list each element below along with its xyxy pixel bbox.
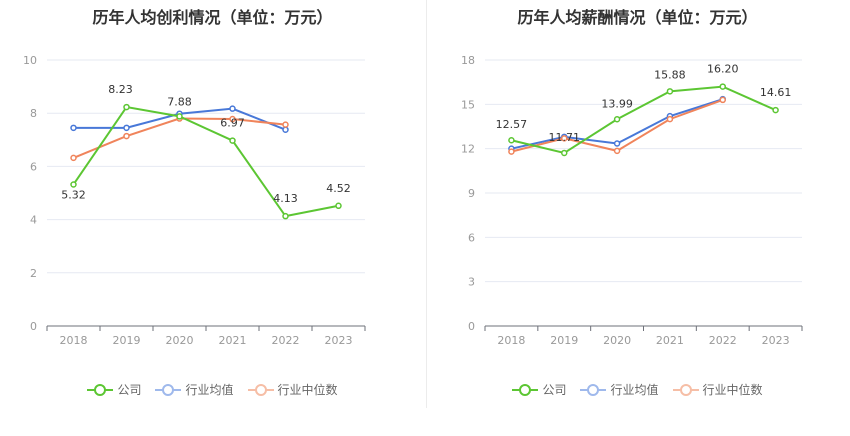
- data-label-company: 6.97: [220, 117, 245, 130]
- data-point-industry-median[interactable]: [123, 132, 130, 140]
- series-line-company: [72, 105, 339, 218]
- legend-label: 行业均值: [610, 383, 659, 397]
- x-tick-label: 2019: [550, 334, 578, 347]
- legend-item-company[interactable]: 公司: [512, 381, 566, 398]
- y-tick-label: 8: [30, 107, 37, 120]
- legend-marker-company-icon: [87, 383, 114, 397]
- data-point-industry-avg[interactable]: [70, 124, 77, 132]
- y-tick-label: 3: [468, 276, 475, 289]
- y-tick-label: 10: [23, 54, 37, 67]
- series-line-company: [511, 85, 776, 155]
- data-point-industry-median[interactable]: [613, 147, 621, 155]
- x-tick-label: 2023: [762, 334, 790, 347]
- data-point-industry-avg[interactable]: [123, 124, 130, 132]
- y-tick-label: 6: [468, 231, 475, 244]
- legend-item-industry-avg[interactable]: 行业均值: [155, 381, 234, 398]
- data-point-industry-median[interactable]: [508, 148, 515, 155]
- data-point-company[interactable]: [335, 202, 342, 210]
- data-point-company[interactable]: [282, 212, 289, 220]
- x-tick-label: 2018: [497, 334, 525, 347]
- y-tick-label: 2: [30, 267, 37, 280]
- y-tick-label: 0: [468, 320, 475, 333]
- data-label-company: 4.52: [326, 182, 351, 195]
- x-tick-label: 2022: [272, 334, 300, 347]
- data-label-company: 5.32: [61, 188, 86, 201]
- x-tick-label: 2018: [60, 334, 88, 347]
- profit-chart-panel: 历年人均创利情况（单位：万元） 0 2 4 6 8 10 2018 2019 2020 2021 2…: [0, 8, 425, 398]
- data-point-company[interactable]: [561, 149, 568, 157]
- profit-chart-svg: 0 2 4 6 8 10 2018 2019 2020 2021 2022 2023 5.32 8.23 7…: [23, 54, 366, 347]
- salary-chart-panel: 历年人均薪酬情况（单位：万元） 0 3 6 9 12 15 18 2018 2019 2020 20…: [425, 0, 850, 436]
- legend-label: 行业中位数: [277, 383, 338, 397]
- chart-legend: 公司 行业均值 行业中位数: [425, 381, 850, 398]
- legend-marker-company-icon: [512, 383, 539, 397]
- legend-item-industry-avg[interactable]: 行业均值: [580, 381, 659, 398]
- data-point-company[interactable]: [508, 136, 515, 144]
- data-point-industry-median[interactable]: [561, 135, 568, 142]
- data-label-company: 11.71: [549, 131, 581, 144]
- data-point-company[interactable]: [772, 106, 779, 114]
- x-tick-label: 2020: [603, 334, 631, 347]
- data-point-industry-median[interactable]: [666, 115, 674, 123]
- x-tick-label: 2019: [113, 334, 141, 347]
- data-point-industry-avg[interactable]: [282, 126, 289, 133]
- y-tick-label: 18: [461, 54, 475, 67]
- data-point-company[interactable]: [70, 181, 77, 188]
- x-tick-label: 2023: [325, 334, 353, 347]
- legend-label: 行业均值: [185, 383, 234, 397]
- x-tick-label: 2021: [219, 334, 247, 347]
- legend-marker-industry-avg-icon: [155, 383, 182, 397]
- y-tick-label: 0: [30, 320, 37, 333]
- legend-item-industry-median[interactable]: 行业中位数: [672, 381, 763, 398]
- data-point-industry-avg[interactable]: [229, 105, 236, 112]
- x-tick-label: 2021: [656, 334, 684, 347]
- data-point-company[interactable]: [123, 103, 130, 111]
- legend-marker-industry-avg-icon: [580, 383, 607, 397]
- chart-title: 历年人均薪酬情况（单位：万元）: [517, 8, 758, 27]
- data-point-industry-median[interactable]: [282, 121, 289, 128]
- data-point-company[interactable]: [666, 88, 674, 95]
- data-point-industry-avg[interactable]: [613, 140, 621, 147]
- legend-item-company[interactable]: 公司: [87, 381, 141, 398]
- y-tick-label: 9: [468, 187, 475, 200]
- data-point-industry-median[interactable]: [70, 154, 77, 162]
- data-label-company: 14.61: [760, 86, 792, 99]
- data-label-company: 4.13: [273, 192, 298, 205]
- legend-marker-industry-median-icon: [672, 383, 699, 397]
- data-label-company: 7.88: [167, 95, 192, 108]
- legend-label: 公司: [117, 383, 142, 397]
- data-point-company[interactable]: [229, 137, 236, 144]
- y-tick-label: 15: [461, 98, 475, 111]
- legend-item-industry-median[interactable]: 行业中位数: [247, 381, 338, 398]
- legend-label: 公司: [542, 383, 567, 397]
- chart-legend: 公司 行业均值 行业中位数: [0, 381, 425, 398]
- data-label-company: 8.23: [108, 83, 133, 96]
- salary-chart-svg: 0 3 6 9 12 15 18 2018 2019 2020 2021 2022 2023 12.57 1…: [461, 54, 803, 347]
- legend-marker-industry-median-icon: [247, 383, 274, 397]
- chart-title: 历年人均创利情况（单位：万元）: [92, 8, 333, 27]
- legend-label: 行业中位数: [702, 383, 763, 397]
- data-label-company: 16.20: [707, 63, 739, 76]
- data-point-company[interactable]: [613, 116, 621, 123]
- panel-divider: [426, 0, 427, 408]
- y-tick-label: 6: [30, 160, 37, 173]
- data-point-industry-median[interactable]: [719, 96, 726, 104]
- data-point-company[interactable]: [719, 83, 726, 90]
- x-tick-label: 2022: [709, 334, 737, 347]
- data-label-company: 12.57: [496, 118, 528, 131]
- data-point-industry-median[interactable]: [229, 115, 236, 123]
- data-label-company: 15.88: [654, 68, 686, 81]
- data-label-company: 13.99: [601, 97, 633, 110]
- y-tick-label: 4: [30, 214, 37, 227]
- data-point-company[interactable]: [176, 113, 183, 120]
- x-tick-label: 2020: [166, 334, 194, 347]
- y-tick-label: 12: [461, 143, 475, 156]
